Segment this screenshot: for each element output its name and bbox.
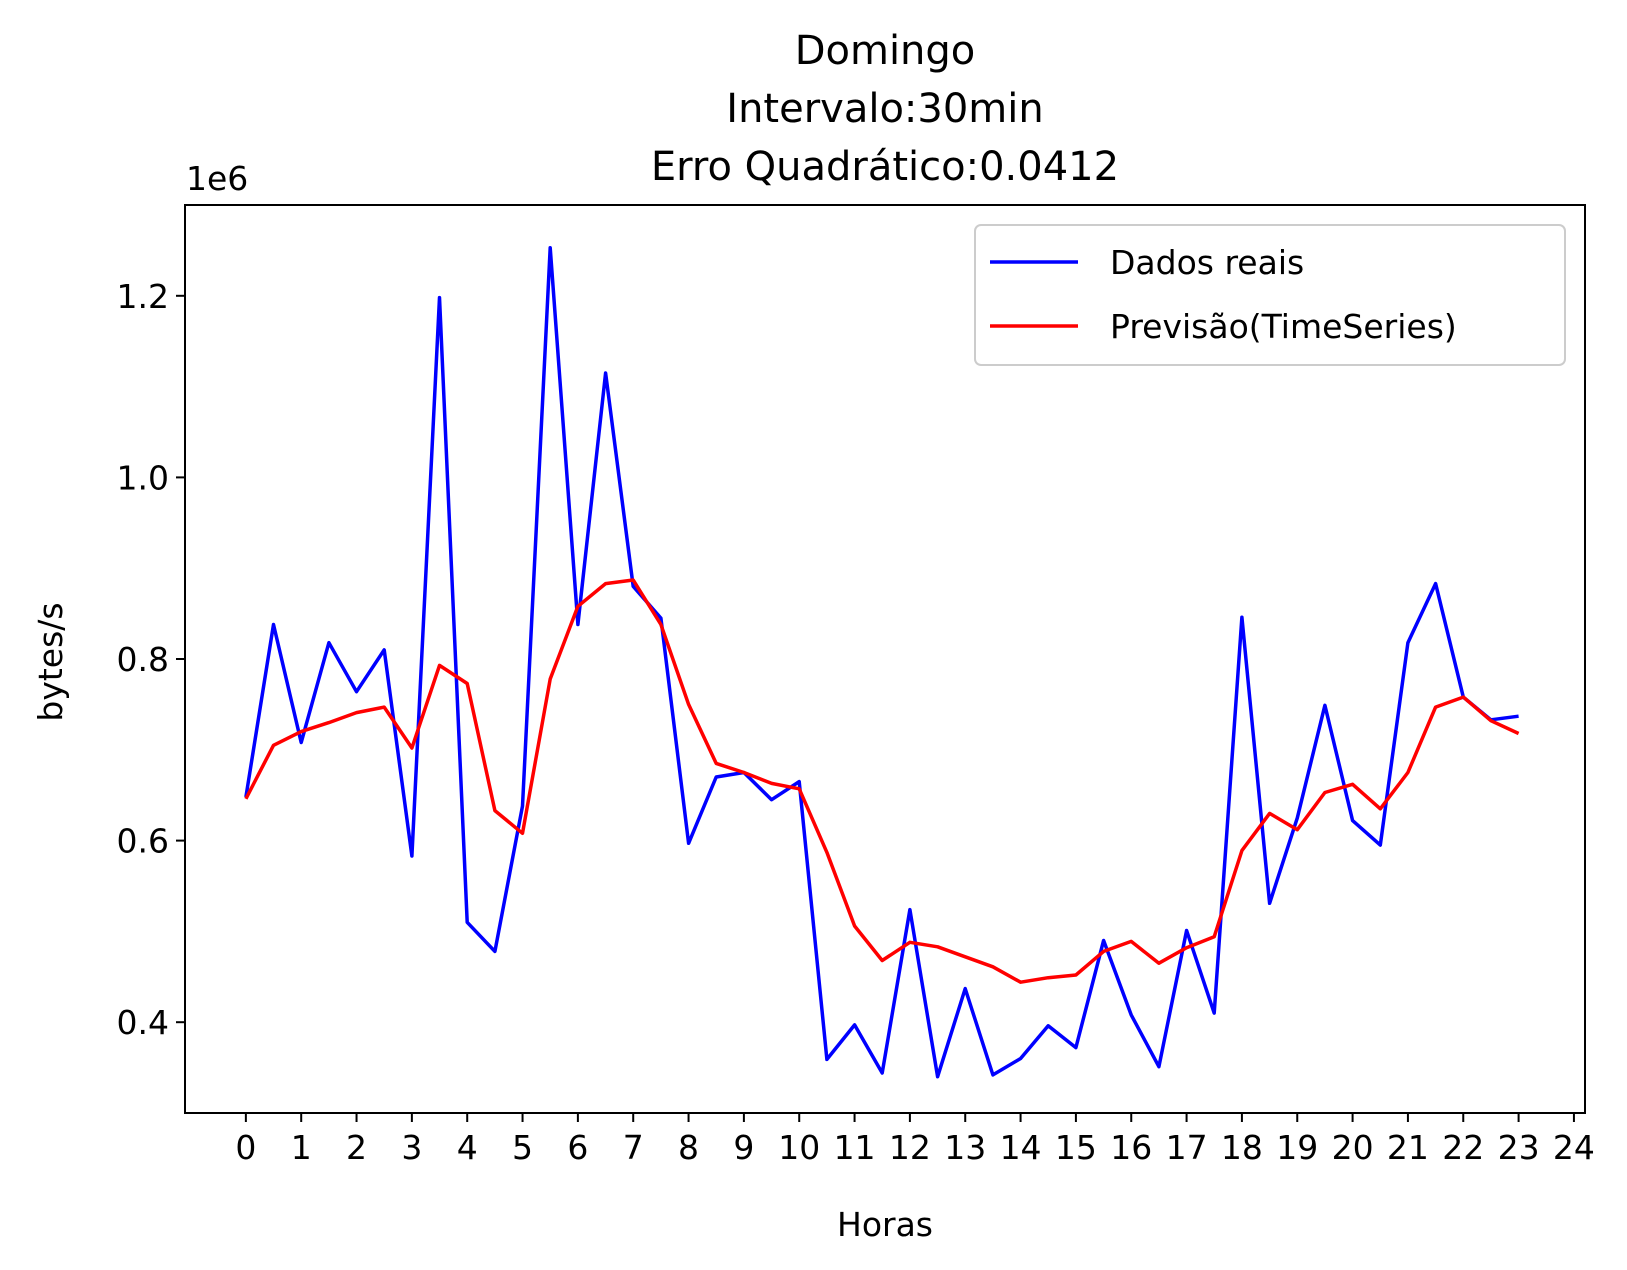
x-tick-label-17: 17	[1166, 1128, 1208, 1167]
plot-frame	[184, 204, 1586, 1114]
x-tick-label-1: 1	[291, 1128, 312, 1167]
x-axis-ticks: 0 1 2 3 4 5 6 7 8 9 10 11 12 13 14 15 16 17 18 19 20 21 22 23 24	[235, 1113, 1595, 1167]
y-axis-label: bytes/s	[31, 602, 70, 721]
x-tick-label-21: 21	[1387, 1128, 1429, 1167]
legend-label-0: Dados reais	[1110, 243, 1304, 282]
x-tick-label-12: 12	[889, 1128, 931, 1167]
x-tick-label-22: 22	[1442, 1128, 1484, 1167]
chart-title: Domingo Intervalo:30min Erro Quadrático:…	[651, 28, 1119, 190]
x-tick-label-6: 6	[567, 1128, 588, 1167]
legend-box	[974, 224, 1566, 366]
y-axis-multiplier: 1e6	[186, 159, 248, 198]
chart-title-line-1: Domingo	[795, 28, 976, 74]
x-tick-label-23: 23	[1498, 1128, 1540, 1167]
x-tick-label-5: 5	[512, 1128, 533, 1167]
y-axis-ticks: 0.4 0.6 0.8 1.0 1.2	[117, 277, 185, 1042]
legend: Dados reais Previsão(TimeSeries)	[974, 224, 1566, 366]
x-tick-label-4: 4	[457, 1128, 478, 1167]
y-tick-label-4: 1.2	[117, 277, 169, 316]
x-tick-label-18: 18	[1221, 1128, 1263, 1167]
x-tick-label-10: 10	[778, 1128, 820, 1167]
series-line-1	[244, 578, 1520, 984]
series-line-0	[244, 245, 1519, 1079]
x-tick-label-9: 9	[733, 1128, 754, 1167]
y-tick-label-3: 1.0	[117, 458, 169, 497]
series-lines	[244, 245, 1520, 1079]
y-tick-label-1: 0.6	[117, 822, 169, 861]
chart-title-line-3: Erro Quadrático:0.0412	[651, 144, 1119, 190]
chart-title-line-2: Intervalo:30min	[726, 86, 1043, 132]
x-tick-label-16: 16	[1110, 1128, 1152, 1167]
x-tick-label-2: 2	[346, 1128, 367, 1167]
y-tick-label-2: 0.8	[117, 640, 169, 679]
x-tick-label-0: 0	[235, 1128, 256, 1167]
x-tick-label-14: 14	[1000, 1128, 1042, 1167]
x-tick-label-7: 7	[623, 1128, 644, 1167]
x-tick-label-24: 24	[1553, 1128, 1595, 1167]
x-tick-label-8: 8	[678, 1128, 699, 1167]
x-tick-label-3: 3	[401, 1128, 422, 1167]
x-tick-label-19: 19	[1276, 1128, 1318, 1167]
x-tick-label-15: 15	[1055, 1128, 1097, 1167]
x-tick-label-13: 13	[944, 1128, 986, 1167]
x-axis-label: Horas	[837, 1205, 933, 1244]
legend-label-1: Previsão(TimeSeries)	[1110, 307, 1457, 346]
x-tick-label-20: 20	[1332, 1128, 1374, 1167]
x-tick-label-11: 11	[834, 1128, 876, 1167]
y-tick-label-0: 0.4	[117, 1003, 169, 1042]
